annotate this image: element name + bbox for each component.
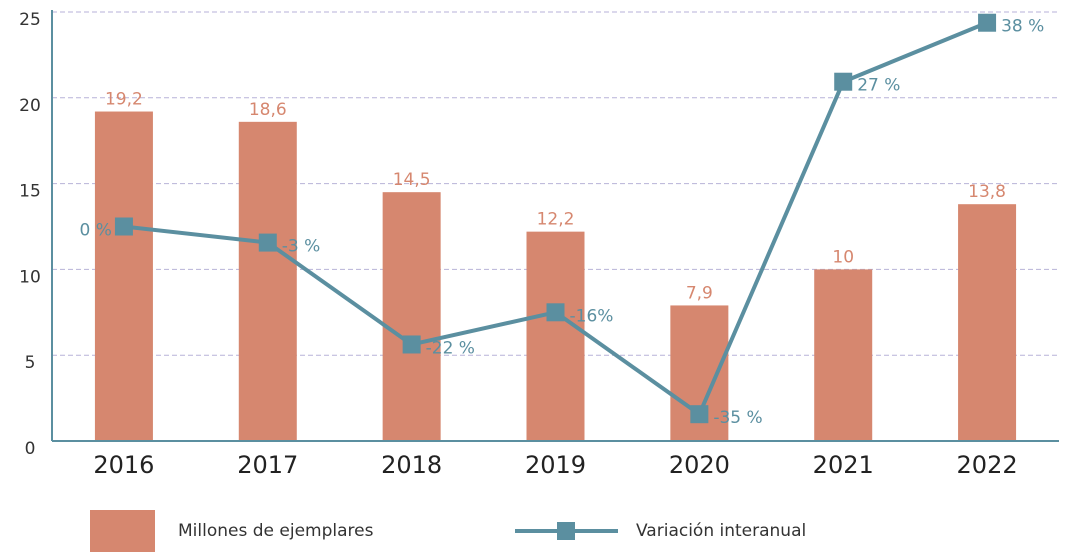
legend-label: Millones de ejemplares: [178, 521, 374, 541]
x-tick-label: 2019: [525, 451, 586, 479]
bar: [814, 269, 873, 441]
x-tick-label: 2016: [93, 451, 154, 479]
line-value-label: 0 %: [80, 221, 112, 241]
bar-value-label: 13,8: [968, 182, 1006, 202]
x-tick-label: 2017: [237, 451, 298, 479]
bar-value-label: 7,9: [686, 283, 713, 303]
y-tick-label: 25: [19, 10, 41, 30]
bar-value-label: 18,6: [249, 100, 287, 120]
line-marker: [114, 217, 133, 236]
y-tick-label: 15: [19, 182, 41, 202]
x-tick-label: 2021: [813, 451, 874, 479]
line-marker: [690, 405, 709, 424]
bar: [94, 111, 153, 441]
bar: [238, 121, 297, 441]
bar-value-label: 14,5: [393, 170, 431, 190]
y-tick-label: 5: [25, 353, 36, 373]
bar-value-label: 19,2: [105, 90, 143, 110]
x-tick-label: 2022: [957, 451, 1018, 479]
y-tick-label: 0: [25, 439, 36, 459]
line-marker: [978, 13, 997, 32]
line-value-label: -16%: [570, 306, 614, 326]
line-value-label: 27 %: [857, 76, 900, 96]
x-tick-label: 2018: [381, 451, 442, 479]
legend-swatch-marker: [557, 522, 575, 540]
line-value-label: 38 %: [1001, 17, 1044, 37]
legend-label: Variación interanual: [636, 521, 806, 541]
legend-swatch: [90, 510, 155, 552]
bar: [382, 192, 441, 441]
line-value-label: -22 %: [426, 338, 475, 358]
x-tick-label: 2020: [669, 451, 730, 479]
y-tick-label: 10: [19, 267, 41, 287]
bar: [958, 204, 1017, 441]
bar-value-label: 10: [832, 247, 854, 267]
bar-value-label: 12,2: [537, 210, 575, 230]
line-marker: [402, 335, 421, 354]
y-tick-label: 20: [19, 96, 41, 116]
line-value-label: -3 %: [282, 237, 321, 257]
bar: [526, 231, 585, 441]
line-value-label: -35 %: [713, 408, 762, 428]
line-marker: [258, 233, 277, 252]
line-marker: [834, 72, 853, 91]
line-marker: [546, 303, 565, 322]
